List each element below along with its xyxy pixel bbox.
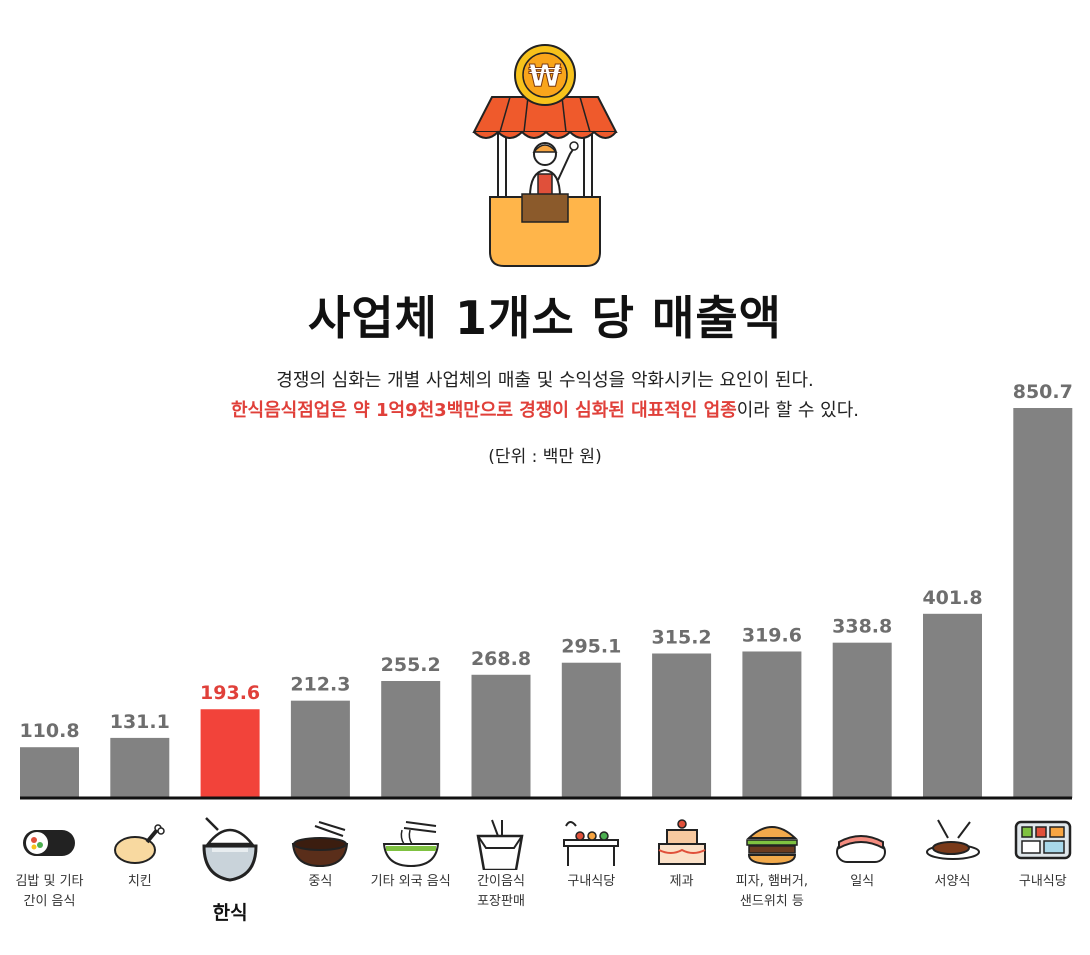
category-label-line: 간이 음식 [23,894,76,909]
category-label-line: 기타 외국 음식 [370,874,451,889]
subtitle-line-1: 경쟁의 심화는 개별 사업체의 매출 및 수익성을 악화시키는 요인이 된다. [276,370,814,391]
category-label-line: 한식 [212,902,248,924]
category-label-2: 한식 [180,903,280,923]
value-label-0: 110.8 [19,720,79,742]
category-label-3: 중식 [270,872,370,892]
value-label-3: 212.3 [290,674,350,696]
category-label-line: 포장판매 [477,894,525,909]
bar-4 [381,681,441,798]
category-label-line: 김밥 및 기타 [15,874,84,889]
bar-7 [652,653,712,798]
value-label-5: 268.8 [471,648,531,670]
takeout-box-icon [476,819,524,870]
category-label-line: 구내식당 [567,874,616,889]
chart-title: 사업체 1개소 당 매출액 [308,291,782,345]
value-label-7: 315.2 [652,626,712,648]
bar-10 [923,613,982,798]
lunch-tray-icon [1014,820,1072,860]
category-label-10: 서양식 [903,872,1003,892]
value-label-1: 131.1 [110,711,170,733]
unit-label: (단위 : 백만 원) [488,447,602,467]
bar-0 [20,747,79,798]
category-label-line: 구내식당 [1018,874,1067,889]
bar-1 [110,737,170,798]
bar-8 [742,651,802,798]
category-label-1: 치킨 [90,872,190,892]
category-label-6: 구내식당 [541,872,641,892]
steak-icon [925,819,980,860]
value-label-4: 255.2 [381,654,441,676]
subtitle-rest: 이라 할 수 있다. [736,400,859,421]
category-label-7: 제과 [632,872,732,892]
kimbap-icon [22,830,75,856]
category-label-line: 일식 [850,874,875,889]
category-label-8: 피자, 햄버거, 샌드위치 등 [722,872,822,912]
category-label-line: 간이음식 [477,874,525,889]
category-label-11: 구내식당 [993,872,1090,892]
category-label-9: 일식 [812,872,912,892]
category-label-4: 기타 외국 음식 [361,872,461,892]
value-label-2: 193.6 [200,682,260,704]
burger-icon [746,826,798,866]
category-label-line: 제과 [669,874,694,889]
bar-6 [561,662,621,798]
bar-chart: 110.8 131.1 193.6 212.3 255.2 268.8 295.1 315.2… [19,381,1073,800]
food-stall-illustration: ₩ [472,44,618,267]
jjajang-icon [292,821,349,868]
bar-5 [471,674,531,798]
category-label-line: 중식 [308,874,333,889]
noodle-bowl-icon [382,821,439,868]
category-label-line: 서양식 [934,874,971,889]
buffet-icon [563,821,620,866]
value-label-11: 850.7 [1013,381,1073,403]
bar-3 [290,700,350,798]
bar-9 [832,642,892,798]
value-label-9: 338.8 [832,616,892,638]
cake-icon [657,819,706,865]
value-label-6: 295.1 [561,636,621,658]
category-label-line: 샌드위치 등 [739,894,804,909]
subtitle-line-2: 한식음식점업은 약 1억9천3백만으로 경쟁이 심화된 대표적인 업종이라 할 … [0,396,1090,422]
bar-2 [200,709,260,798]
coin-symbol: ₩ [528,59,561,94]
value-label-8: 319.6 [742,624,802,646]
sushi-icon [836,835,887,863]
subtitle-highlight: 한식음식점업은 약 1억9천3백만으로 경쟁이 심화된 대표적인 업종 [231,400,737,421]
value-label-10: 401.8 [922,587,982,609]
chicken-icon [113,824,165,864]
rice-bowl-icon [202,817,258,882]
bar-11 [1013,408,1073,798]
category-label-line: 피자, 햄버거, [735,874,808,889]
category-label-line: 치킨 [127,874,152,889]
